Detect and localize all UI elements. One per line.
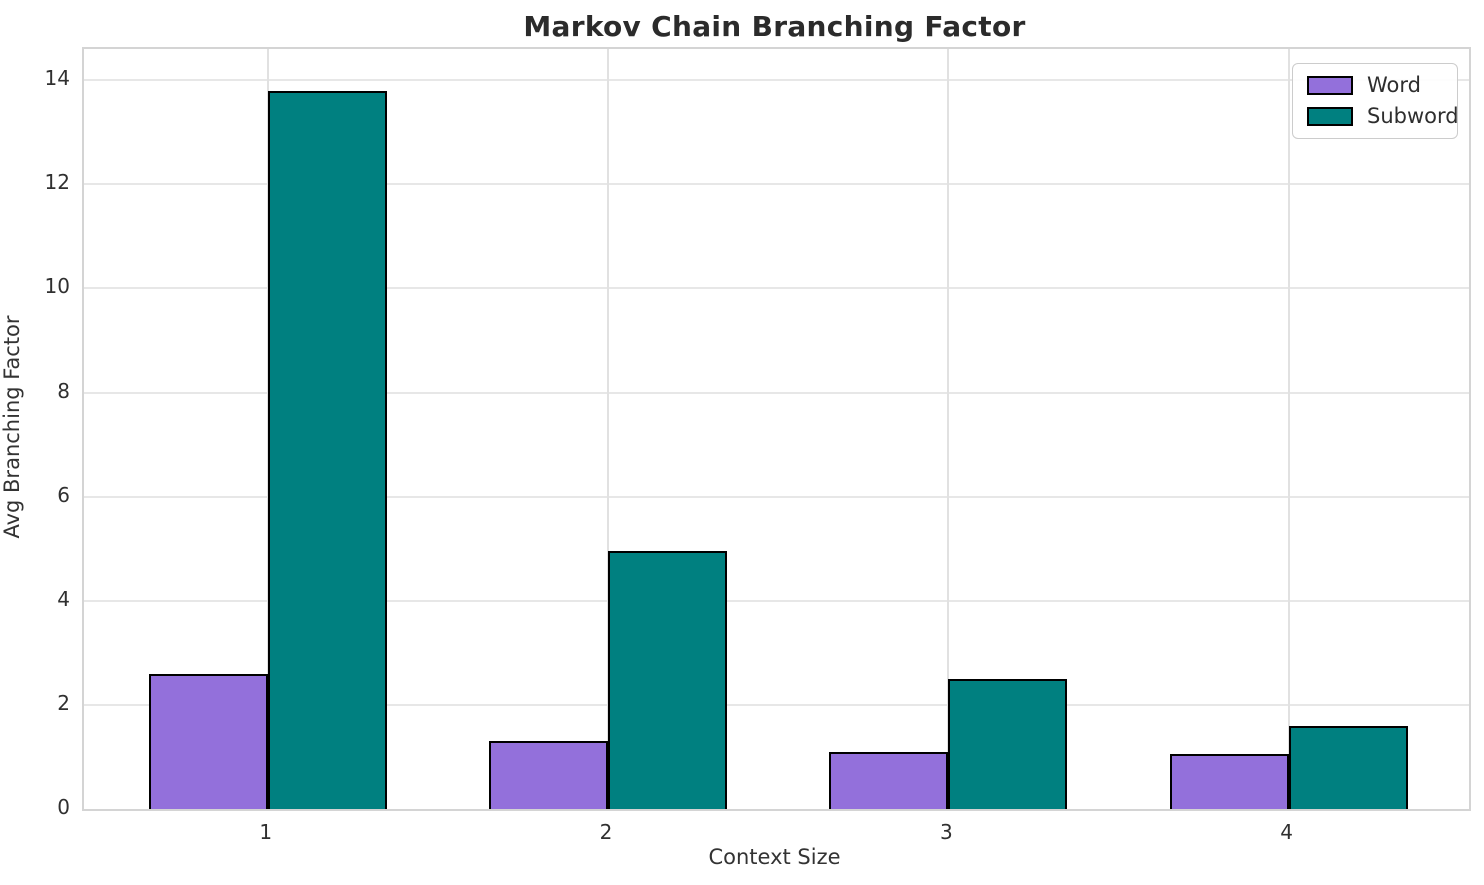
chart-title: Markov Chain Branching Factor xyxy=(523,10,1026,43)
y-tick-label-12: 12 xyxy=(44,170,70,195)
bar-subword-2 xyxy=(608,551,728,809)
bar-subword-1 xyxy=(267,90,387,809)
bar-subword-3 xyxy=(948,678,1068,809)
bar-word-1 xyxy=(148,673,268,809)
bar-word-4 xyxy=(1169,754,1289,809)
bar-subword-4 xyxy=(1288,725,1408,809)
legend-swatch-subword xyxy=(1307,107,1353,126)
legend-item-word: Word xyxy=(1307,75,1443,96)
legend: Word Subword xyxy=(1292,63,1459,139)
x-tick-label-4: 4 xyxy=(1280,820,1293,844)
x-axis-label: Context Size xyxy=(708,845,841,869)
gridline-v-4 xyxy=(1287,49,1290,809)
y-tick-label-4: 4 xyxy=(57,586,70,611)
y-tick-label-6: 6 xyxy=(57,482,70,507)
gridline-v-3 xyxy=(947,49,950,809)
y-axis-label: Avg Branching Factor xyxy=(0,315,24,539)
legend-label-subword: Subword xyxy=(1367,104,1459,128)
bar-word-3 xyxy=(829,751,949,809)
x-tick-label-1: 1 xyxy=(259,820,273,844)
gridline-h-6 xyxy=(84,495,1469,498)
legend-item-subword: Subword xyxy=(1307,106,1459,127)
gridline-v-2 xyxy=(607,49,610,809)
bar-word-2 xyxy=(488,741,609,809)
gridline-h-10 xyxy=(84,287,1469,290)
gridline-h-2 xyxy=(84,703,1469,706)
gridline-h-8 xyxy=(84,391,1469,394)
y-tick-label-10: 10 xyxy=(44,274,70,299)
legend-swatch-word xyxy=(1307,76,1353,95)
gridline-h-12 xyxy=(84,183,1469,186)
y-tick-label-14: 14 xyxy=(44,66,70,91)
plot-area xyxy=(82,47,1471,811)
gridline-h-4 xyxy=(84,599,1469,602)
x-tick-label-2: 2 xyxy=(599,820,613,844)
x-tick-label-3: 3 xyxy=(939,820,953,844)
y-tick-label-8: 8 xyxy=(57,378,70,403)
y-tick-label-2: 2 xyxy=(57,690,70,715)
gridline-h-14 xyxy=(84,79,1469,82)
legend-label-word: Word xyxy=(1367,73,1421,97)
y-tick-label-0: 0 xyxy=(57,795,70,819)
